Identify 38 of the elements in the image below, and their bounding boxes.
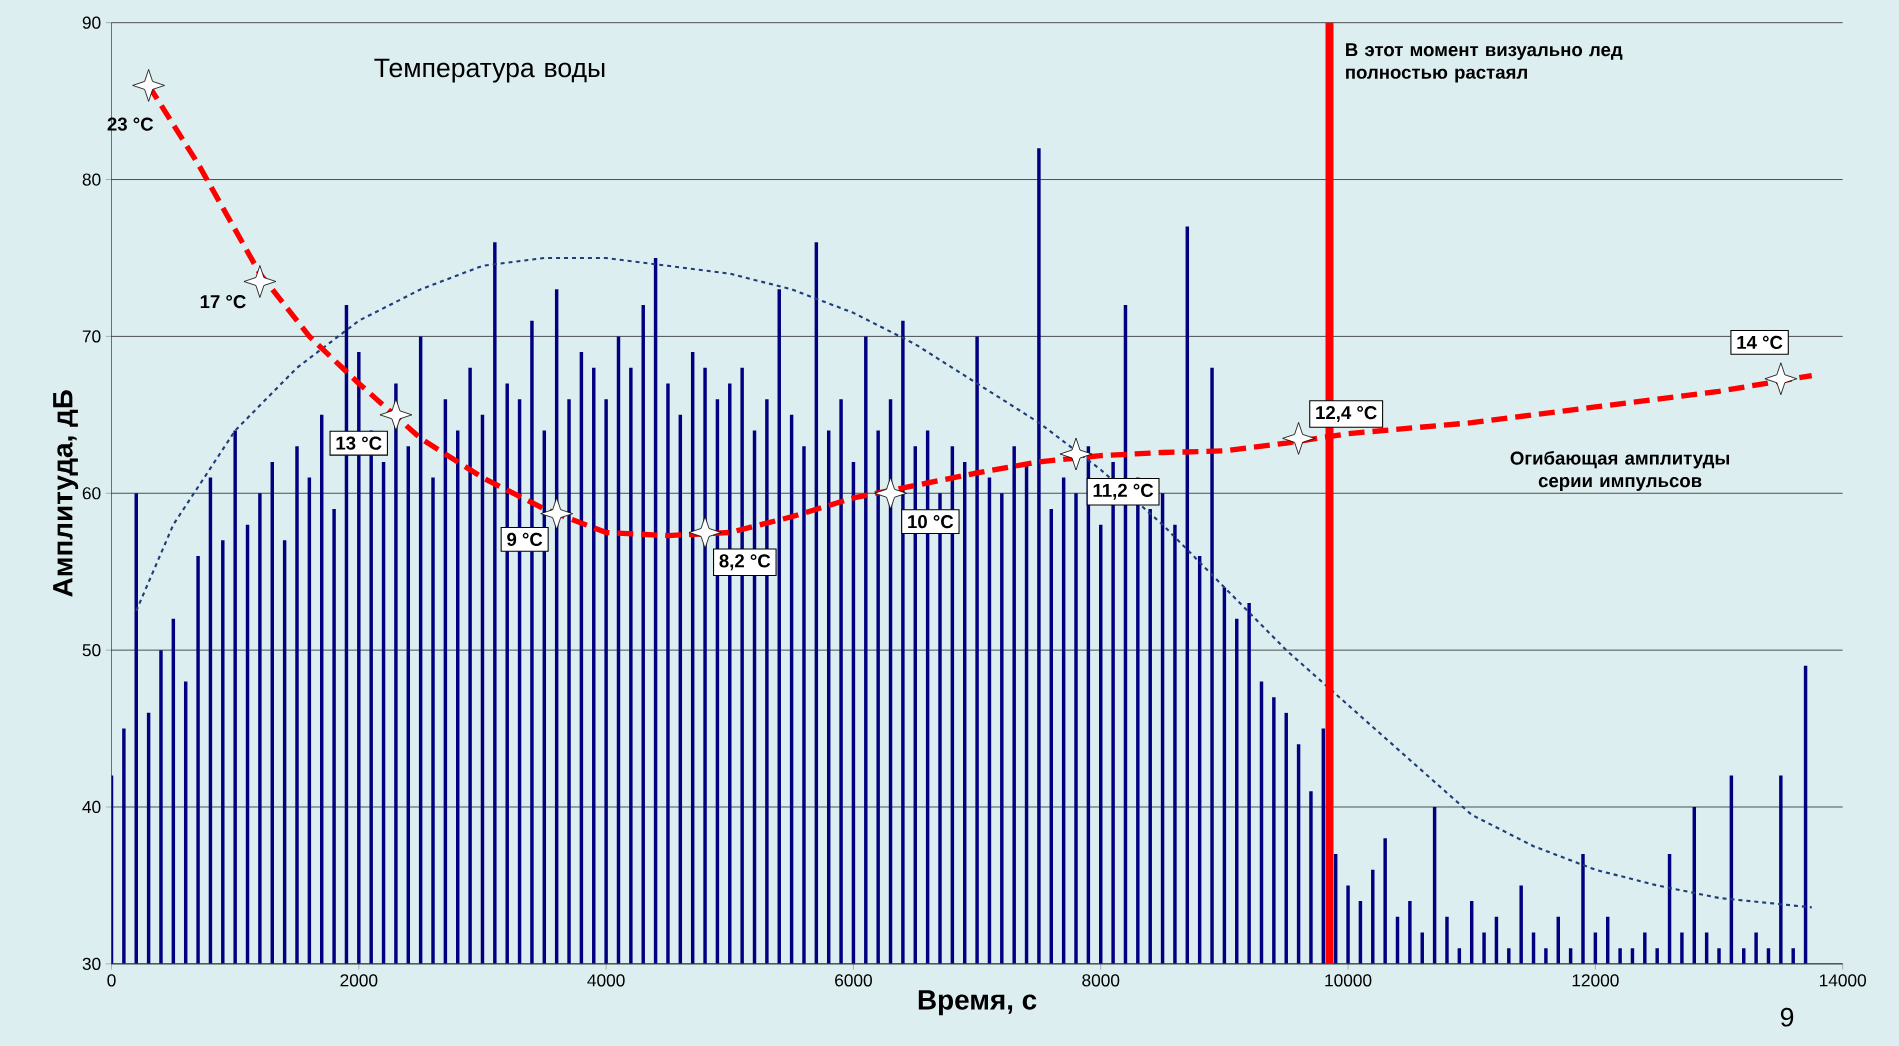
y-tick-label: 70 — [82, 330, 101, 343]
x-tick-label: 8000 — [1082, 974, 1120, 987]
point — [132, 68, 165, 102]
annotation: 8,2 °C — [719, 554, 771, 570]
annotation: 10 °C — [908, 514, 954, 529]
y-tick-label: 60 — [82, 487, 101, 500]
point — [1764, 362, 1798, 395]
annotation: 11,2 °C — [1093, 483, 1154, 500]
annotation: 12,4 °C — [1316, 405, 1377, 422]
y-tick-label: 90 — [82, 16, 101, 29]
text: 9 — [1780, 1007, 1794, 1027]
annotation: 23 °C — [107, 117, 154, 131]
y-tick-label: 50 — [82, 643, 101, 657]
y-tick-label: 40 — [82, 800, 101, 813]
y-tick-label: 80 — [82, 173, 101, 186]
ref-line-label: В этот момент визуально лед полностью растаял — [1346, 43, 1623, 83]
y-tick-label: 30 — [82, 957, 101, 970]
annotation: Температура воды — [374, 58, 605, 83]
x-tick-label: 10000 — [1325, 974, 1372, 987]
x-tick-label: 12000 — [1572, 974, 1619, 987]
point — [874, 476, 907, 510]
y-axis-title: Амплитуда, дБ — [53, 390, 79, 597]
annotation: 13 °C — [336, 436, 382, 450]
x-tick-label: 6000 — [835, 974, 872, 987]
annotation: 17 °C — [200, 294, 246, 309]
point — [688, 516, 722, 549]
annotation: Огибающая амплитуды серии импульсов — [1510, 450, 1730, 491]
point — [1059, 437, 1093, 471]
x-tick-label: 0 — [107, 974, 116, 987]
point — [1282, 421, 1315, 455]
x-axis-title: Время, с — [918, 990, 1037, 1016]
x-tick-label: 4000 — [587, 974, 625, 987]
x-tick-label: 2000 — [340, 974, 378, 987]
annotation: 9 °C — [507, 532, 543, 546]
x-tick-label: 14000 — [1819, 974, 1866, 987]
point — [379, 398, 413, 432]
point — [540, 497, 574, 530]
annotation: 14 °C — [1737, 335, 1783, 349]
